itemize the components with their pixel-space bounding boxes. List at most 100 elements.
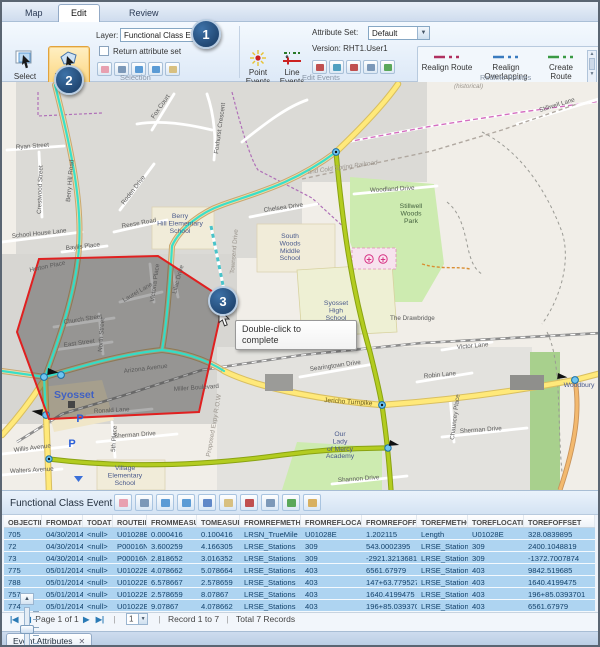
column-header[interactable]: FROMMEASURE [147,515,197,527]
table-cell: 4.078662 [201,601,233,611]
sort-records-icon[interactable] [282,494,300,511]
select-add-icon[interactable] [131,62,146,76]
tab-review[interactable]: Review [129,8,159,18]
first-page-button[interactable]: |◀ [10,614,19,624]
last-page-button[interactable]: ▶| [95,614,105,624]
table-cell: 05/01/2014 [46,601,83,611]
column-header[interactable]: TOREFOFFSET [524,515,595,527]
realign-route-button[interactable]: Realign Route [421,50,473,90]
column-header[interactable]: TOMEASURE [197,515,240,527]
place-label: Berry Hill Elementary School [157,213,203,235]
table-cell: 9842.519685 [528,565,573,575]
tab-event-attributes[interactable]: Event Attributes ✕ [6,633,93,646]
map-canvas[interactable]: P P + + Ryan Street Crestwood Street Schoo… [2,80,598,645]
table-cell: 1640.4199475 [528,577,577,587]
tab-edit[interactable]: Edit [58,4,100,22]
edit-events-toolbar [312,60,397,78]
save-icon[interactable] [198,494,216,511]
clear-selection-icon[interactable] [114,494,132,511]
table-row[interactable]: 775 05/01/2014 <null> U01022E 4.078662 5.0786… [4,564,595,576]
table-cell: 2.818652 [151,553,183,563]
eraser-icon[interactable] [97,62,112,76]
column-header[interactable]: TOREFMETHOD [417,515,468,527]
table-cell: U01022E [117,565,147,575]
paste-selection-icon[interactable] [165,62,180,76]
remove-event-icon[interactable] [240,494,258,511]
table-cell: 6561.67979 [528,601,569,611]
realign-overlapping-button[interactable]: Realign Overlapping [476,50,536,90]
table-cell: LRSE_Stations [244,577,296,587]
column-header[interactable]: FROMREFLOCATION [301,515,362,527]
export-records-icon[interactable] [303,494,321,511]
close-tab-icon[interactable]: ✕ [78,637,86,646]
point-events-button[interactable]: Point Events [242,46,274,94]
snap-events-icon[interactable] [329,60,344,74]
column-header[interactable]: FROMDATE [42,515,83,527]
street-label: Sherman Drive [460,425,503,435]
table-cell: 788 [8,577,21,587]
table-cell: 705 [8,529,21,539]
split-event-icon[interactable] [346,60,361,74]
column-header[interactable]: ROUTEID [113,515,147,527]
edit-attributes-icon[interactable] [219,494,237,511]
column-header[interactable]: OBJECTID [4,515,42,527]
tab-map[interactable]: Map [25,8,43,18]
table-row[interactable]: 73 04/30/2014 <null> P00016N 2.818652 3.01635… [4,552,595,564]
table-cell: <null> [87,541,108,551]
table-row[interactable]: 788 05/01/2014 <null> U01022E 6.578667 2.5786… [4,576,595,588]
return-attribute-set-checkbox[interactable] [99,46,109,56]
street-label: Woodland Drive [370,185,415,194]
select-move-icon[interactable] [148,62,163,76]
sync-selection-icon[interactable] [177,494,195,511]
table-cell: 6561.67979 [366,565,407,575]
table-row[interactable]: 774 05/01/2014 <null> U01022E 9.07867 4.07866… [4,600,595,612]
table-cell: <null> [87,601,108,611]
column-header[interactable]: FROMREFOFFSET [362,515,417,527]
column-header[interactable]: TODATE [83,515,113,527]
table-cell: 04/30/2014 [46,529,83,539]
attribute-set-combo-arrow[interactable]: ▼ [417,27,429,39]
bottom-tabstrip: Event Attributes ✕ [2,631,598,646]
parking-icon: P [68,438,75,450]
table-cell: LRSN_TrueMile [244,529,298,539]
table-cell: 3.016352 [201,553,233,563]
zoom-in-button[interactable]: ▲ [20,593,34,605]
table-row[interactable]: 705 04/30/2014 <null> U01028E 0.000416 0.1004… [4,528,595,540]
table-cell: 2.578659 [201,577,233,587]
select-button[interactable]: Select ▼ [6,46,44,94]
zoom-handle[interactable] [20,625,34,634]
place-label: Our Lady of Mercy Academy [326,431,355,460]
table-row[interactable]: 757 05/01/2014 <null> U01022E 2.578659 8.0786… [4,588,595,600]
table-cell: LRSE_Stations [244,541,296,551]
column-header[interactable]: TOREFLOCATION [468,515,524,527]
attribute-set-combo[interactable]: Default ▼ [368,26,430,40]
create-route-button[interactable]: Create Route [538,50,584,90]
table-cell: 309 [305,553,318,563]
next-page-button[interactable]: ▶ [83,614,90,624]
version-label: Version: RHT1.User1 [312,44,388,53]
data-grid-icon[interactable] [261,494,279,511]
hospital-icon: + + [364,254,388,265]
table-cell: 403 [472,577,485,587]
line-events-button[interactable]: Line Events [276,46,308,94]
draw-tooltip: Double-click to complete [235,320,357,350]
event-table-icon[interactable] [363,60,378,74]
apply-selection-icon[interactable] [156,494,174,511]
return-attribute-set-label: Return attribute set [113,47,182,56]
append-table-icon[interactable] [380,60,395,74]
table-cell: LRSE_Stations [244,553,296,563]
street-label: Jericho Turnpike [324,397,373,407]
attribute-list-icon[interactable] [114,62,129,76]
attribute-table-icon[interactable] [135,494,153,511]
delete-cross-icon[interactable] [312,60,327,74]
table-row[interactable]: 72 04/30/2014 <null> P00016N 3.600259 4.16630… [4,540,595,552]
layer-label: Layer: [96,31,119,40]
column-header[interactable]: FROMREFMETHOD [240,515,301,527]
table-cell: 0.000416 [151,529,183,539]
table-cell: U01022E [117,601,147,611]
table-cell: 328.0839895 [528,529,573,539]
place-label: Syosset High School [324,300,348,322]
redline-group-label: Redline Routes [480,73,532,82]
table-cell: 2400.1048819 [528,541,577,551]
page-select[interactable]: 1 ▼ [126,613,149,625]
